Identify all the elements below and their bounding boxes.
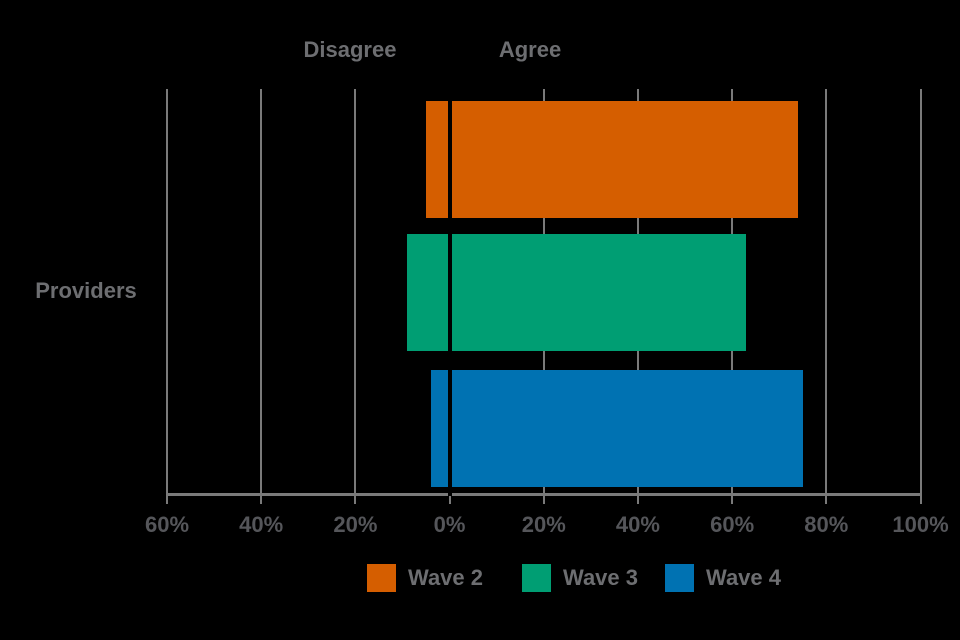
agree-header-label: Agree <box>498 37 562 62</box>
wave-4-swatch-icon <box>665 564 694 592</box>
legend-label-wave-4: Wave 4 <box>706 565 782 590</box>
gridline <box>354 89 357 496</box>
category-label-providers: Providers <box>35 278 137 303</box>
x-axis-tick <box>825 493 828 504</box>
x-axis-tick-label: 40% <box>615 512 660 537</box>
x-axis-tick <box>260 493 263 504</box>
x-axis-tick <box>636 493 639 504</box>
wave-3-swatch-icon <box>522 564 551 592</box>
x-axis-tick <box>919 493 922 504</box>
bar-wave-3 <box>407 234 747 351</box>
x-axis-tick <box>448 493 451 504</box>
x-axis-tick <box>354 493 357 504</box>
legend-item-wave-4: Wave 4 <box>665 564 781 592</box>
bar-wave-2 <box>426 101 799 218</box>
disagree-header-label: Disagree <box>303 37 397 62</box>
legend-label-wave-2: Wave 2 <box>408 565 484 590</box>
bar-wave-4 <box>430 370 803 487</box>
legend-item-wave-2: Wave 2 <box>367 564 483 592</box>
x-axis-tick <box>731 493 734 504</box>
x-axis-tick-label: 60% <box>710 512 755 537</box>
legend-label-wave-3: Wave 3 <box>563 565 639 590</box>
x-axis-tick-label: 80% <box>804 512 849 537</box>
gridline <box>166 89 168 496</box>
gridline <box>825 89 828 496</box>
x-axis-tick <box>542 493 545 504</box>
gridline <box>919 89 922 496</box>
x-axis-tick-label: 0% <box>433 512 466 537</box>
legend-item-wave-3: Wave 3 <box>522 564 638 592</box>
x-axis-tick <box>166 493 168 504</box>
zero-baseline <box>447 89 452 496</box>
x-axis-tick-label: 100% <box>892 512 949 537</box>
x-axis-tick-label: 60% <box>144 512 190 537</box>
x-axis-tick-label: 20% <box>521 512 566 537</box>
x-axis-tick-label: 40% <box>239 512 284 537</box>
gridline <box>260 89 263 496</box>
wave-2-swatch-icon <box>367 564 396 592</box>
x-axis-tick-label: 20% <box>333 512 378 537</box>
